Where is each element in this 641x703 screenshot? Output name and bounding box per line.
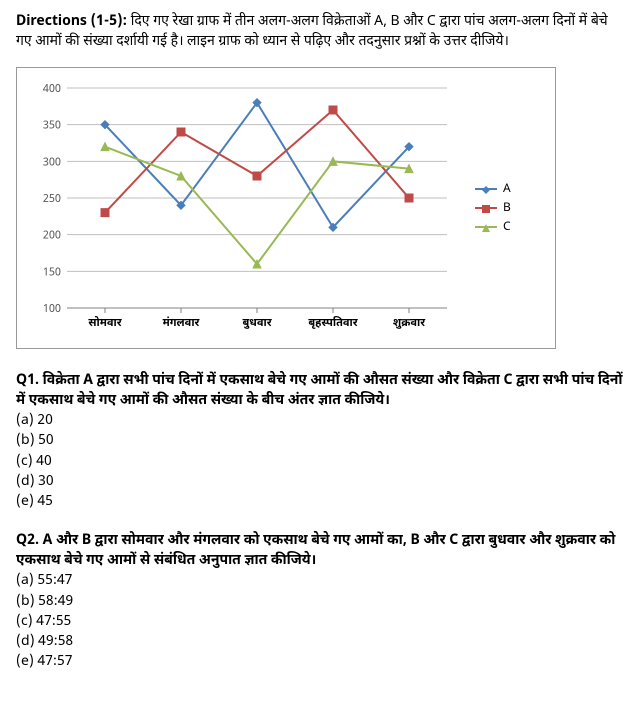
answer-option: (c) 40 bbox=[16, 452, 625, 472]
svg-text:400: 400 bbox=[43, 83, 61, 97]
questions-block: Q1. विक्रेता A द्वारा सभी पांच दिनों में… bbox=[16, 371, 625, 673]
question-text: Q1. विक्रेता A द्वारा सभी पांच दिनों में… bbox=[16, 371, 625, 412]
directions-block: Directions (1-5): दिए गए रेखा ग्राफ में … bbox=[16, 12, 625, 53]
svg-text:बृहस्पतिवार: बृहस्पतिवार bbox=[308, 316, 358, 331]
answer-option: (b) 58:49 bbox=[16, 592, 625, 612]
legend-swatch bbox=[475, 226, 497, 228]
question-block: Q1. विक्रेता A द्वारा सभी पांच दिनों में… bbox=[16, 371, 625, 513]
legend-label: A bbox=[503, 181, 511, 197]
svg-text:सोमवार: सोमवार bbox=[88, 316, 122, 331]
question-text: Q2. A और B द्वारा सोमवार और मंगलवार को ए… bbox=[16, 531, 625, 572]
answer-option: (b) 50 bbox=[16, 431, 625, 451]
answer-option: (d) 30 bbox=[16, 472, 625, 492]
legend-label: C bbox=[503, 219, 511, 235]
question-block: Q2. A और B द्वारा सोमवार और मंगलवार को ए… bbox=[16, 531, 625, 673]
directions-label: Directions (1-5): bbox=[16, 12, 127, 31]
svg-text:बुधवार: बुधवार bbox=[242, 317, 272, 331]
chart-container: 100 150 200 250 300 350 400 सोमवार मंगलवार बुधवार… bbox=[16, 67, 556, 349]
answer-option: (a) 55:47 bbox=[16, 571, 625, 591]
svg-text:100: 100 bbox=[43, 303, 61, 317]
svg-text:300: 300 bbox=[43, 156, 61, 170]
legend-item: B bbox=[475, 200, 511, 216]
svg-text:250: 250 bbox=[43, 193, 61, 207]
svg-text:200: 200 bbox=[43, 229, 61, 243]
svg-text:शुक्रवार: शुक्रवार bbox=[393, 317, 426, 331]
legend-item: A bbox=[475, 181, 511, 197]
svg-text:मंगलवार: मंगलवार bbox=[163, 316, 201, 331]
answer-option: (a) 20 bbox=[16, 411, 625, 431]
legend-swatch bbox=[475, 188, 497, 190]
line-chart: 100 150 200 250 300 350 400 सोमवार मंगलवार बुधवार… bbox=[27, 78, 457, 338]
legend-item: C bbox=[475, 219, 511, 235]
svg-text:350: 350 bbox=[43, 119, 61, 133]
answer-option: (c) 47:55 bbox=[16, 612, 625, 632]
legend-label: B bbox=[503, 200, 511, 216]
svg-text:150: 150 bbox=[43, 266, 61, 280]
legend-swatch bbox=[475, 207, 497, 209]
chart-legend: ABC bbox=[475, 178, 511, 238]
answer-option: (d) 49:58 bbox=[16, 632, 625, 652]
answer-option: (e) 47:57 bbox=[16, 652, 625, 672]
answer-option: (e) 45 bbox=[16, 492, 625, 512]
